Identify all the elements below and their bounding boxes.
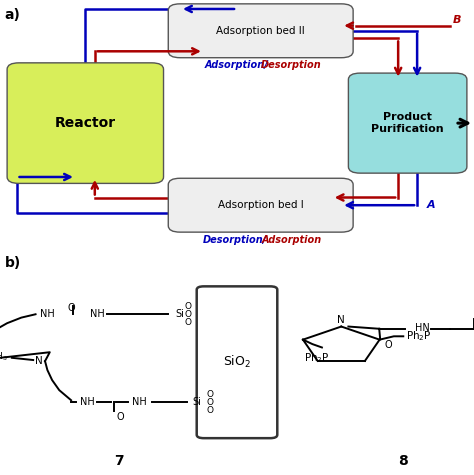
Text: 8: 8 bbox=[398, 454, 408, 468]
Text: SiO$_2$: SiO$_2$ bbox=[223, 354, 251, 371]
Text: HN: HN bbox=[415, 323, 429, 332]
Text: A: A bbox=[427, 200, 435, 210]
Text: NH: NH bbox=[80, 398, 95, 408]
Text: a): a) bbox=[5, 8, 20, 22]
FancyBboxPatch shape bbox=[168, 178, 353, 232]
Text: O: O bbox=[116, 412, 124, 422]
Text: NH: NH bbox=[40, 309, 55, 319]
Text: Desorption: Desorption bbox=[261, 60, 322, 70]
Text: B: B bbox=[453, 15, 461, 25]
Text: Ph$_2$P: Ph$_2$P bbox=[406, 329, 431, 343]
Text: Reactor: Reactor bbox=[55, 116, 116, 130]
Text: Ph$_2$P: Ph$_2$P bbox=[304, 351, 330, 365]
Text: Si: Si bbox=[176, 309, 184, 319]
Text: Si: Si bbox=[192, 398, 201, 408]
FancyBboxPatch shape bbox=[168, 4, 353, 57]
Text: O: O bbox=[185, 318, 192, 327]
Text: N: N bbox=[35, 356, 43, 366]
Text: Product
Purification: Product Purification bbox=[371, 112, 444, 134]
FancyBboxPatch shape bbox=[197, 286, 277, 438]
FancyBboxPatch shape bbox=[348, 73, 467, 173]
Text: NH: NH bbox=[90, 309, 105, 319]
Text: O: O bbox=[206, 390, 213, 399]
Text: N: N bbox=[337, 315, 345, 325]
Text: NH: NH bbox=[132, 398, 147, 408]
Text: O: O bbox=[206, 406, 213, 415]
Text: Desorption/: Desorption/ bbox=[202, 235, 267, 245]
Text: Adsorption bed II: Adsorption bed II bbox=[216, 26, 305, 36]
Text: O: O bbox=[385, 340, 392, 350]
Text: CH$_3$: CH$_3$ bbox=[0, 351, 8, 363]
Text: O: O bbox=[185, 302, 192, 311]
Text: Adsorption: Adsorption bbox=[261, 235, 322, 245]
FancyBboxPatch shape bbox=[7, 63, 164, 183]
Text: 7: 7 bbox=[114, 454, 123, 468]
Text: b): b) bbox=[5, 256, 21, 270]
Text: Adsorption/: Adsorption/ bbox=[205, 60, 269, 70]
Text: O: O bbox=[67, 303, 75, 313]
Text: O: O bbox=[206, 398, 213, 407]
Text: O: O bbox=[185, 310, 192, 319]
Text: Adsorption bed I: Adsorption bed I bbox=[218, 200, 303, 210]
